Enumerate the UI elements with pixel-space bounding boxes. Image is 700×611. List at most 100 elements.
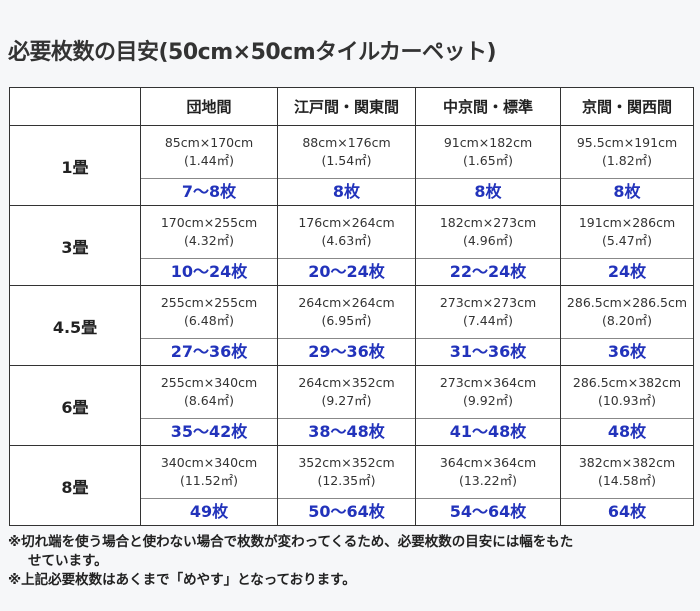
tile-count: 20～24枚 xyxy=(308,262,385,281)
tile-count: 41～48枚 xyxy=(449,422,527,441)
row-header: 1畳 xyxy=(9,125,141,206)
table-cell: 286.5cm×382cm (10.93㎡) 48枚 xyxy=(560,365,694,446)
tile-count: 7～8枚 xyxy=(181,182,237,201)
column-header: 京間・関西間 xyxy=(560,87,694,126)
dimensions: 264cm×264cm xyxy=(298,295,395,310)
tile-count-table: 団地間 江戸間・関東間 中京間・標準 京間・関西間 1畳 85cm×170cm (1.44… xyxy=(9,87,694,526)
area: (5.47㎡) xyxy=(601,233,653,248)
room-size: 191cm×286cm (5.47㎡) xyxy=(561,206,693,259)
room-size: 286.5cm×286.5cm (8.20㎡) xyxy=(561,286,693,339)
area: (4.96㎡) xyxy=(462,233,514,248)
table-cell: 255cm×255cm (6.48㎡) 27～36枚 xyxy=(140,285,278,366)
table-cell: 182cm×273cm (4.96㎡) 22～24枚 xyxy=(415,205,561,286)
area: (9.92㎡) xyxy=(462,393,514,408)
table-cell: 264cm×264cm (6.95㎡) 29～36枚 xyxy=(277,285,416,366)
area: (14.58㎡) xyxy=(597,473,657,488)
dimensions: 364cm×364cm xyxy=(439,455,537,470)
table-cell: 88cm×176cm (1.54㎡) 8枚 xyxy=(277,125,416,206)
page-title: 必要枚数の目安(50cm×50cmタイルカーペット) xyxy=(8,40,497,65)
table-cell: 170cm×255cm (4.32㎡) 10～24枚 xyxy=(140,205,278,286)
table-cell: 273cm×364cm (9.92㎡) 41～48枚 xyxy=(415,365,561,446)
tile-count: 8枚 xyxy=(613,182,641,201)
dimensions: 352cm×352cm xyxy=(298,455,395,470)
dimensions: 382cm×382cm xyxy=(578,455,676,470)
table-cell: 95.5cm×191cm (1.82㎡) 8枚 xyxy=(560,125,694,206)
table-cell: 364cm×364cm (13.22㎡) 54～64枚 xyxy=(415,445,561,526)
column-header: 団地間 xyxy=(140,87,278,126)
table-cell: 352cm×352cm (12.35㎡) 50～64枚 xyxy=(277,445,416,526)
table-row: 1畳 85cm×170cm (1.44㎡) 7～8枚 88cm×176cm (1.54㎡)… xyxy=(9,125,694,206)
area: (6.48㎡) xyxy=(183,313,235,328)
room-size: 95.5cm×191cm (1.82㎡) xyxy=(561,126,693,179)
row-header: 8畳 xyxy=(9,445,141,526)
note-1-cont: せています。 xyxy=(28,553,108,569)
room-size: 255cm×255cm (6.48㎡) xyxy=(141,286,277,339)
dimensions: 91cm×182cm xyxy=(443,135,533,150)
room-size: 255cm×340cm (8.64㎡) xyxy=(141,366,277,419)
table-cell: 264cm×352cm (9.27㎡) 38～48枚 xyxy=(277,365,416,446)
table-row: 3畳 170cm×255cm (4.32㎡) 10～24枚 176cm×264cm (4.… xyxy=(9,205,694,286)
dimensions: 255cm×255cm xyxy=(160,295,258,310)
dimensions: 286.5cm×286.5cm xyxy=(566,295,688,310)
room-size: 382cm×382cm (14.58㎡) xyxy=(561,446,693,499)
room-size: 176cm×264cm (4.63㎡) xyxy=(278,206,415,259)
tile-count: 48枚 xyxy=(607,422,647,441)
table-row: 6畳 255cm×340cm (8.64㎡) 35～42枚 264cm×352cm (9.… xyxy=(9,365,694,446)
room-size: 182cm×273cm (4.96㎡) xyxy=(416,206,560,259)
row-header: 3畳 xyxy=(9,205,141,286)
room-size: 88cm×176cm (1.54㎡) xyxy=(278,126,415,179)
dimensions: 170cm×255cm xyxy=(160,215,258,230)
area: (10.93㎡) xyxy=(597,393,657,408)
table-cell: 255cm×340cm (8.64㎡) 35～42枚 xyxy=(140,365,278,446)
table-cell: 191cm×286cm (5.47㎡) 24枚 xyxy=(560,205,694,286)
table-row: 8畳 340cm×340cm (11.52㎡) 49枚 352cm×352cm (12.3… xyxy=(9,445,694,526)
area: (13.22㎡) xyxy=(458,473,518,488)
notes: ※切れ端を使う場合と使わない場合で枚数が変わってくるため、必要枚数の目安には幅を… xyxy=(8,533,573,590)
area: (8.64㎡) xyxy=(183,393,235,408)
room-size: 273cm×364cm (9.92㎡) xyxy=(416,366,560,419)
dimensions: 191cm×286cm xyxy=(578,215,676,230)
row-header: 6畳 xyxy=(9,365,141,446)
dimensions: 273cm×273cm xyxy=(439,295,537,310)
table-row: 4.5畳 255cm×255cm (6.48㎡) 27～36枚 264cm×264cm (… xyxy=(9,285,694,366)
area: (1.82㎡) xyxy=(601,153,653,168)
tile-count: 22～24枚 xyxy=(449,262,527,281)
table-cell: 91cm×182cm (1.65㎡) 8枚 xyxy=(415,125,561,206)
column-header: 江戸間・関東間 xyxy=(277,87,416,126)
tile-count: 8枚 xyxy=(474,182,502,201)
dimensions: 88cm×176cm xyxy=(302,135,391,150)
table-cell: 382cm×382cm (14.58㎡) 64枚 xyxy=(560,445,694,526)
room-size: 85cm×170cm (1.44㎡) xyxy=(141,126,277,179)
room-size: 352cm×352cm (12.35㎡) xyxy=(278,446,415,499)
dimensions: 273cm×364cm xyxy=(439,375,537,390)
area: (11.52㎡) xyxy=(179,473,239,488)
room-size: 91cm×182cm (1.65㎡) xyxy=(416,126,560,179)
tile-count: 50～64枚 xyxy=(308,502,385,521)
area: (1.65㎡) xyxy=(462,153,514,168)
room-size: 286.5cm×382cm (10.93㎡) xyxy=(561,366,693,419)
tile-count: 31～36枚 xyxy=(449,342,527,361)
room-size: 264cm×352cm (9.27㎡) xyxy=(278,366,415,419)
tile-count: 64枚 xyxy=(607,502,647,521)
tile-count: 38～48枚 xyxy=(308,422,385,441)
dimensions: 340cm×340cm xyxy=(160,455,258,470)
table-cell: 273cm×273cm (7.44㎡) 31～36枚 xyxy=(415,285,561,366)
dimensions: 264cm×352cm xyxy=(298,375,395,390)
room-size: 264cm×264cm (6.95㎡) xyxy=(278,286,415,339)
room-size: 364cm×364cm (13.22㎡) xyxy=(416,446,560,499)
tile-count: 8枚 xyxy=(332,182,361,201)
dimensions: 182cm×273cm xyxy=(439,215,537,230)
row-header: 4.5畳 xyxy=(9,285,141,366)
dimensions: 286.5cm×382cm xyxy=(572,375,682,390)
dimensions: 255cm×340cm xyxy=(160,375,258,390)
tile-count: 24枚 xyxy=(607,262,647,281)
room-size: 273cm×273cm (7.44㎡) xyxy=(416,286,560,339)
area: (9.27㎡) xyxy=(321,393,372,408)
note-2: ※上記必要枚数はあくまで「めやす」となっております。 xyxy=(8,572,356,588)
dimensions: 176cm×264cm xyxy=(298,215,395,230)
tile-count: 27～36枚 xyxy=(170,342,248,361)
area: (8.20㎡) xyxy=(601,313,653,328)
dimensions: 95.5cm×191cm xyxy=(576,135,678,150)
column-header: 中京間・標準 xyxy=(415,87,561,126)
room-size: 170cm×255cm (4.32㎡) xyxy=(141,206,277,259)
